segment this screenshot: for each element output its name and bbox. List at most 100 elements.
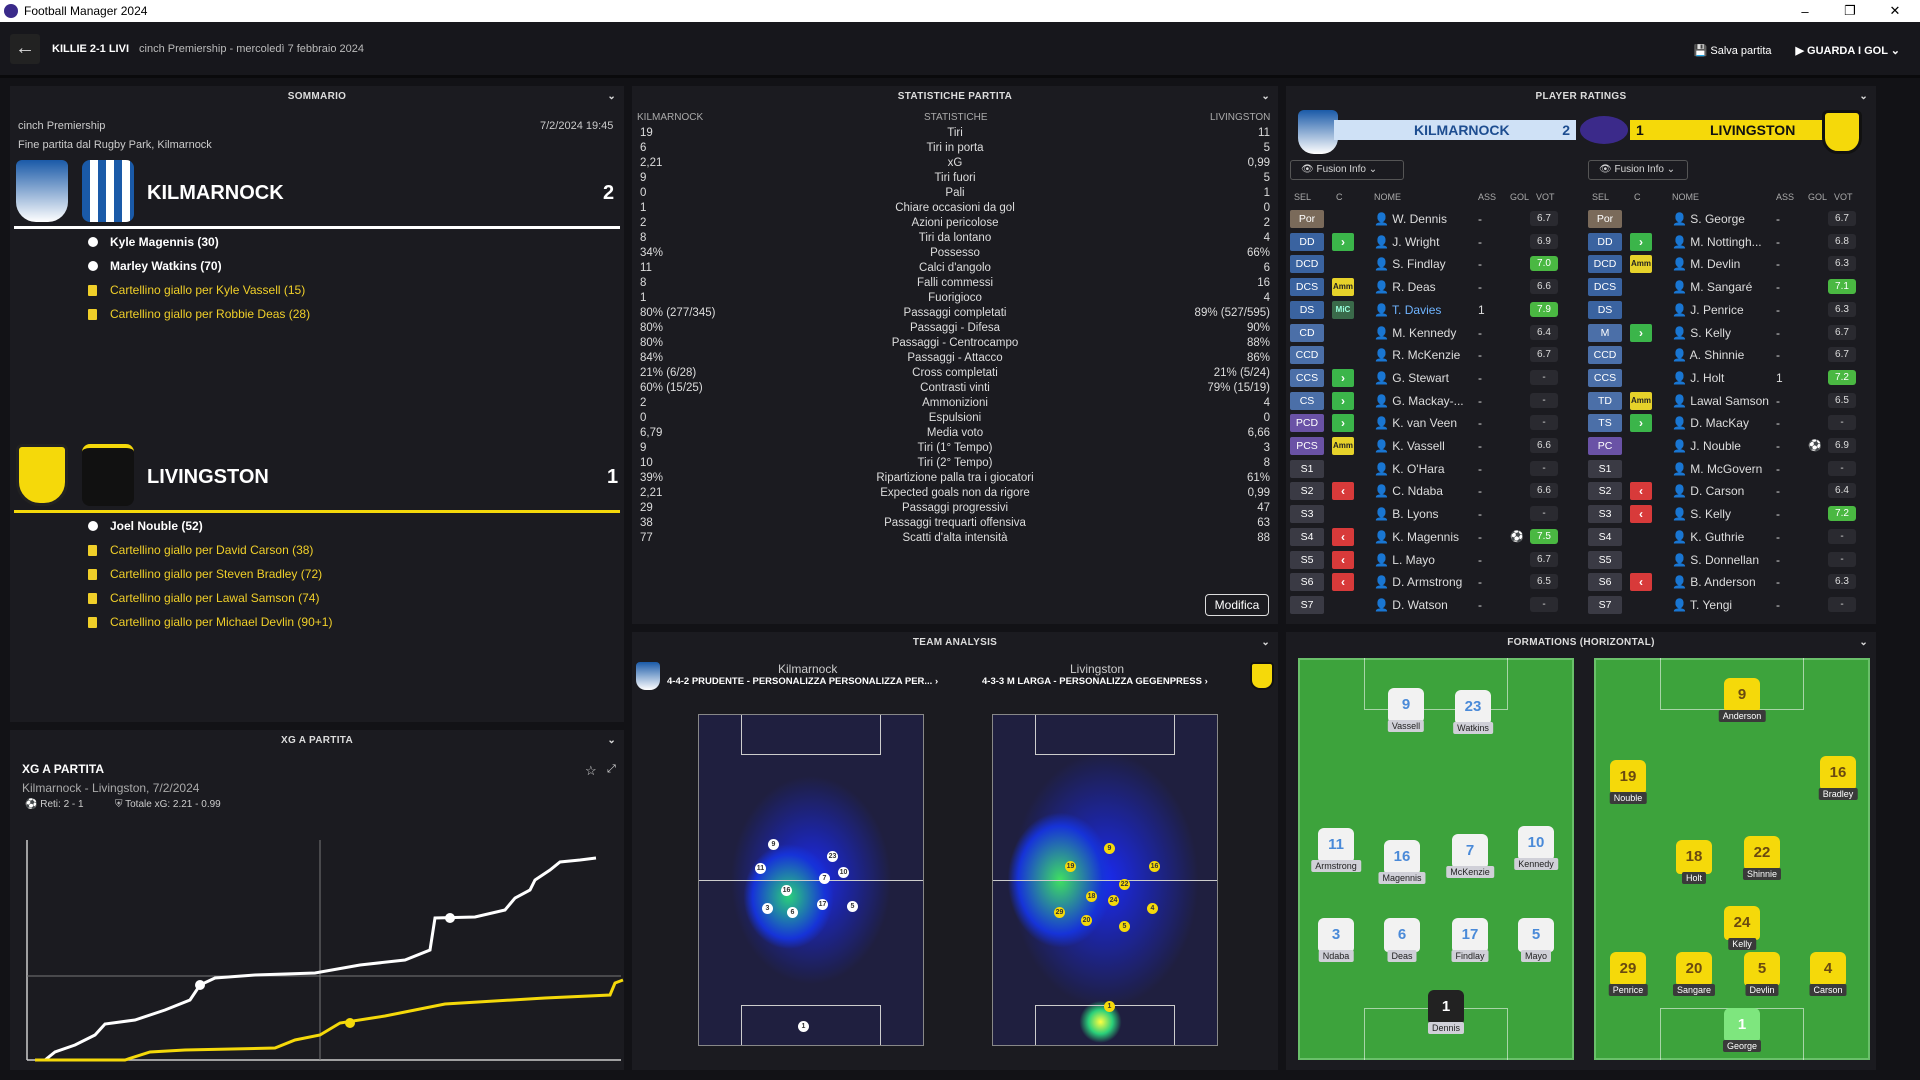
home-fusion-dropdown[interactable]: 👁 Fusion Info ⌄ xyxy=(1290,160,1404,180)
formation-player[interactable]: 9 Vassell xyxy=(1384,688,1428,740)
player-row[interactable]: S6 ‹ 👤 B. Anderson - 6.3 xyxy=(1588,571,1878,593)
player-name[interactable]: 👤 W. Dennis xyxy=(1374,212,1447,226)
player-name[interactable]: 👤 M. McGovern xyxy=(1672,461,1763,476)
ratings-col-nome[interactable]: NOME xyxy=(1672,192,1699,202)
formation-player[interactable]: 5 Devlin xyxy=(1740,952,1784,1004)
player-row[interactable]: S2 ‹ 👤 D. Carson - 6.4 xyxy=(1588,480,1878,502)
player-row[interactable]: CCD 👤 A. Shinnie - 6.7 xyxy=(1588,344,1878,366)
ratings-col-c[interactable]: C xyxy=(1336,192,1343,202)
player-row[interactable]: PCD › 👤 K. van Veen - - xyxy=(1290,412,1580,434)
player-row[interactable]: DCD Amm 👤 M. Devlin - 6.3 xyxy=(1588,253,1878,275)
formation-player[interactable]: 16 Magennis xyxy=(1378,840,1426,892)
player-row[interactable]: CCS › 👤 G. Stewart - - xyxy=(1290,367,1580,389)
player-name[interactable]: 👤 K. Guthrie xyxy=(1672,529,1745,544)
player-row[interactable]: S5 ‹ 👤 L. Mayo - 6.7 xyxy=(1290,549,1580,571)
away-fusion-dropdown[interactable]: 👁 Fusion Info ⌄ xyxy=(1588,160,1688,180)
ratings-col-nome[interactable]: NOME xyxy=(1374,192,1401,202)
player-name[interactable]: 👤 S. Kelly xyxy=(1672,325,1731,340)
player-row[interactable]: DS MiC 👤 T. Davies 1 7.9 xyxy=(1290,299,1580,321)
formation-player[interactable]: 6 Deas xyxy=(1380,918,1424,970)
player-row[interactable]: M › 👤 S. Kelly - 6.7 xyxy=(1588,322,1878,344)
formation-player[interactable]: 18 Holt xyxy=(1672,840,1716,892)
player-row[interactable]: DCS Amm 👤 R. Deas - 6.6 xyxy=(1290,276,1580,298)
ratings-col-vot[interactable]: VOT xyxy=(1536,192,1555,202)
player-row[interactable]: S4 ‹ 👤 K. Magennis - ⚽ 7.5 xyxy=(1290,526,1580,548)
player-name[interactable]: 👤 S. George xyxy=(1672,212,1745,226)
player-row[interactable]: S7 👤 T. Yengi - - xyxy=(1588,594,1878,616)
watch-goals-button[interactable]: ▶ GUARDA I GOL ⌄ xyxy=(1795,44,1900,57)
formation-player[interactable]: 19 Nouble xyxy=(1606,760,1650,812)
player-row[interactable]: DCS 👤 M. Sangaré - 7.1 xyxy=(1588,276,1878,298)
analysis-home-formation[interactable]: 4-4-2 PRUDENTE - PERSONALIZZA PERSONALIZ… xyxy=(667,676,939,687)
player-name[interactable]: 👤 D. MacKay xyxy=(1672,416,1749,431)
ratings-col-c[interactable]: C xyxy=(1634,192,1641,202)
player-name[interactable]: 👤 G. Mackay-... xyxy=(1374,393,1464,408)
minimize-button[interactable]: – xyxy=(1801,3,1809,19)
player-row[interactable]: S1 👤 K. O'Hara - - xyxy=(1290,458,1580,480)
player-row[interactable]: Por 👤 S. George - 6.7 xyxy=(1588,208,1878,230)
player-name[interactable]: 👤 B. Lyons xyxy=(1374,507,1439,522)
player-name[interactable]: 👤 D. Watson xyxy=(1374,597,1448,612)
formation-player[interactable]: 5 Mayo xyxy=(1514,918,1558,970)
player-name[interactable]: 👤 S. Donnellan xyxy=(1672,552,1759,567)
formation-player[interactable]: 24 Kelly xyxy=(1720,906,1764,958)
analysis-away-formation[interactable]: 4-3-3 M LARGA - PERSONALIZZA GEGENPRESS … xyxy=(982,676,1208,687)
player-row[interactable]: PCS Amm 👤 K. Vassell - 6.6 xyxy=(1290,435,1580,457)
chevron-down-icon[interactable]: ⌄ xyxy=(607,91,616,102)
player-row[interactable]: CCS 👤 J. Holt 1 7.2 xyxy=(1588,367,1878,389)
player-row[interactable]: S4 👤 K. Guthrie - - xyxy=(1588,526,1878,548)
player-row[interactable]: S3 👤 B. Lyons - - xyxy=(1290,503,1580,525)
player-name[interactable]: 👤 S. Findlay xyxy=(1374,257,1446,272)
player-row[interactable]: TD Amm 👤 Lawal Samson - 6.5 xyxy=(1588,390,1878,412)
chevron-down-icon[interactable]: ⌄ xyxy=(607,735,616,746)
player-name[interactable]: 👤 M. Sangaré xyxy=(1672,280,1753,295)
ratings-col-gol[interactable]: GOL xyxy=(1808,192,1828,202)
chevron-down-icon[interactable]: ⌄ xyxy=(1261,637,1270,648)
player-row[interactable]: S2 ‹ 👤 C. Ndaba - 6.6 xyxy=(1290,480,1580,502)
player-name[interactable]: 👤 J. Penrice xyxy=(1672,302,1744,317)
formation-player[interactable]: 16 Bradley xyxy=(1816,756,1860,808)
player-row[interactable]: DD › 👤 M. Nottingh... - 6.8 xyxy=(1588,231,1878,253)
player-name[interactable]: 👤 J. Nouble xyxy=(1672,439,1741,453)
player-name[interactable]: 👤 M. Kennedy xyxy=(1374,325,1457,340)
save-match-button[interactable]: 💾 Salva partita xyxy=(1693,44,1772,57)
chevron-down-icon[interactable]: ⌄ xyxy=(1859,637,1868,648)
player-name[interactable]: 👤 Lawal Samson xyxy=(1672,393,1769,408)
player-name[interactable]: 👤 R. McKenzie xyxy=(1374,348,1461,363)
chevron-down-icon[interactable]: ⌄ xyxy=(1859,91,1868,102)
player-name[interactable]: 👤 J. Holt xyxy=(1672,370,1725,385)
home-team-name[interactable]: KILMARNOCK xyxy=(147,182,284,204)
formation-player[interactable]: 4 Carson xyxy=(1806,952,1850,1004)
formation-player[interactable]: 20 Sangare xyxy=(1672,952,1716,1004)
player-name[interactable]: 👤 M. Nottingh... xyxy=(1672,234,1762,249)
player-name[interactable]: 👤 B. Anderson xyxy=(1672,575,1756,590)
formation-player[interactable]: 1 Dennis xyxy=(1424,990,1468,1042)
maximize-button[interactable]: ❐ xyxy=(1844,3,1856,18)
player-row[interactable]: S7 👤 D. Watson - - xyxy=(1290,594,1580,616)
player-name[interactable]: 👤 M. Devlin xyxy=(1672,257,1741,272)
player-row[interactable]: DD › 👤 J. Wright - 6.9 xyxy=(1290,231,1580,253)
close-button[interactable]: ✕ xyxy=(1889,3,1901,18)
formation-player[interactable]: 3 Ndaba xyxy=(1314,918,1358,970)
chevron-down-icon[interactable]: ⌄ xyxy=(1261,91,1270,102)
player-row[interactable]: S6 ‹ 👤 D. Armstrong - 6.5 xyxy=(1290,571,1580,593)
expand-icon[interactable]: ⤢ xyxy=(607,763,616,775)
player-name[interactable]: 👤 D. Carson xyxy=(1672,484,1745,499)
player-name[interactable]: 👤 R. Deas xyxy=(1374,280,1436,295)
player-row[interactable]: Por 👤 W. Dennis - 6.7 xyxy=(1290,208,1580,230)
player-name[interactable]: 👤 K. Vassell xyxy=(1374,439,1445,453)
formation-player[interactable]: 23 Watkins xyxy=(1451,690,1495,742)
player-row[interactable]: S1 👤 M. McGovern - - xyxy=(1588,458,1878,480)
formation-player[interactable]: 9 Anderson xyxy=(1718,678,1766,730)
player-name[interactable]: 👤 J. Wright xyxy=(1374,234,1440,249)
formation-player[interactable]: 10 Kennedy xyxy=(1514,826,1558,878)
player-name[interactable]: 👤 L. Mayo xyxy=(1374,552,1435,567)
player-row[interactable]: PC 👤 J. Nouble - ⚽ 6.9 xyxy=(1588,435,1878,457)
player-row[interactable]: DCD 👤 S. Findlay - 7.0 xyxy=(1290,253,1580,275)
player-name[interactable]: 👤 K. O'Hara xyxy=(1374,461,1445,476)
ratings-col-ass[interactable]: ASS xyxy=(1478,192,1497,202)
formation-player[interactable]: 1 George xyxy=(1720,1008,1764,1060)
ratings-col-gol[interactable]: GOL xyxy=(1510,192,1530,202)
player-name[interactable]: 👤 G. Stewart xyxy=(1374,370,1449,385)
back-arrow-icon[interactable]: ← xyxy=(10,33,40,64)
